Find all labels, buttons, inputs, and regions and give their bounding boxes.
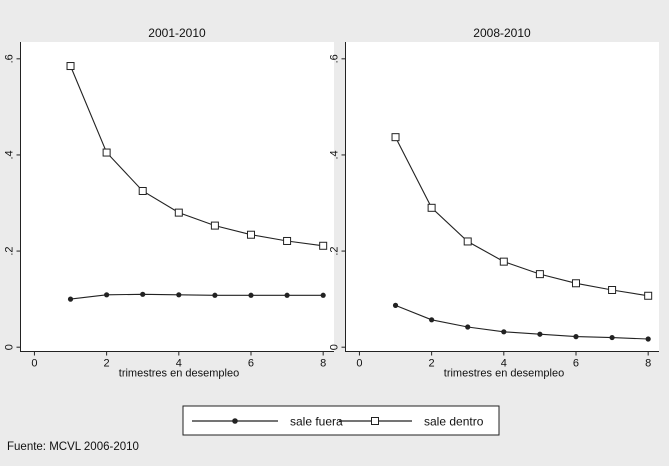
- data-point: [644, 291, 653, 300]
- y-tick-label: 0: [4, 344, 16, 350]
- panel-title: 2008-2010: [473, 26, 531, 40]
- data-point: [246, 230, 255, 239]
- data-point: [104, 292, 110, 298]
- panel-1: 2001-2010 0 .2 .4 .6 0 2 4 6 8 trimestres en desem…: [4, 22, 334, 380]
- series-line: [70, 293, 324, 300]
- data-point: [174, 208, 183, 217]
- y-tick-label: .6: [4, 54, 16, 63]
- x-tick-label: 6: [248, 358, 254, 370]
- panel-title: 2001-2010: [148, 26, 206, 40]
- data-point: [573, 334, 579, 340]
- data-point: [320, 292, 326, 298]
- data-point: [284, 292, 290, 298]
- panel-title-strip: [20, 22, 334, 42]
- series-sale-dentro: [66, 62, 328, 250]
- data-point: [67, 296, 74, 302]
- x-tick-label: 2: [104, 358, 110, 370]
- legend-marker-dot: [232, 418, 238, 424]
- data-point: [465, 324, 471, 330]
- data-point: [138, 186, 147, 195]
- data-point: [66, 62, 75, 71]
- y-tick-label: .4: [329, 150, 341, 159]
- data-point: [571, 279, 580, 288]
- data-point: [176, 292, 182, 298]
- x-tick-label: 4: [176, 358, 182, 370]
- source-note: Fuente: MCVL 2006-2010: [7, 441, 139, 453]
- x-axis-title: trimestres en desempleo: [119, 368, 239, 380]
- series-line: [395, 304, 649, 340]
- series-sale-dentro: [391, 133, 653, 300]
- data-point: [645, 336, 651, 342]
- data-point: [537, 331, 543, 337]
- series-line: [69, 65, 324, 247]
- legend-marker-square: [371, 417, 379, 425]
- data-point: [499, 257, 508, 266]
- panel-title-strip: [345, 22, 659, 42]
- data-point: [608, 286, 617, 294]
- y-tick-label: .4: [4, 150, 16, 159]
- panel-2: 2008-2010 0 .2 .4 .6 0 2 4 6 8 trimestres en desem…: [329, 22, 659, 380]
- data-point: [463, 237, 472, 246]
- series-line: [395, 136, 649, 297]
- x-tick-label: 2: [429, 358, 435, 370]
- series-sale-fuera: [67, 291, 326, 302]
- data-point: [535, 270, 544, 279]
- panels: 2001-2010 0 .2 .4 .6 0 2 4 6 8 trimestres en desem…: [4, 22, 659, 380]
- data-point: [210, 221, 219, 230]
- y-tick-label: .2: [4, 246, 16, 255]
- data-point: [102, 148, 111, 157]
- x-tick-label: 8: [320, 358, 326, 370]
- x-tick-label: 8: [645, 358, 651, 370]
- x-axis-title: trimestres en desempleo: [444, 368, 564, 380]
- series-sale-fuera: [392, 302, 651, 342]
- y-tick-label: .2: [329, 246, 341, 255]
- y-tick-label: .6: [329, 54, 341, 63]
- data-point: [427, 203, 436, 212]
- data-point: [429, 317, 435, 323]
- legend-label-sale-fuera: sale fuera: [290, 415, 343, 429]
- data-point: [392, 302, 399, 308]
- data-point: [140, 291, 146, 297]
- data-point: [391, 133, 400, 142]
- x-tick-label: 0: [31, 358, 37, 370]
- x-tick-label: 6: [573, 358, 579, 370]
- data-point: [501, 329, 507, 335]
- data-point: [212, 292, 218, 298]
- x-tick-label: 0: [356, 358, 362, 370]
- data-point: [609, 334, 615, 341]
- plot-area: [20, 42, 334, 352]
- data-point: [283, 236, 292, 245]
- data-point: [248, 292, 254, 298]
- x-tick-label: 4: [501, 358, 507, 370]
- data-point: [319, 241, 328, 250]
- legend: sale fuera sale dentro: [182, 405, 500, 436]
- plot-area: [345, 42, 659, 352]
- y-tick-label: 0: [329, 344, 341, 350]
- legend-label-sale-dentro: sale dentro: [424, 415, 484, 429]
